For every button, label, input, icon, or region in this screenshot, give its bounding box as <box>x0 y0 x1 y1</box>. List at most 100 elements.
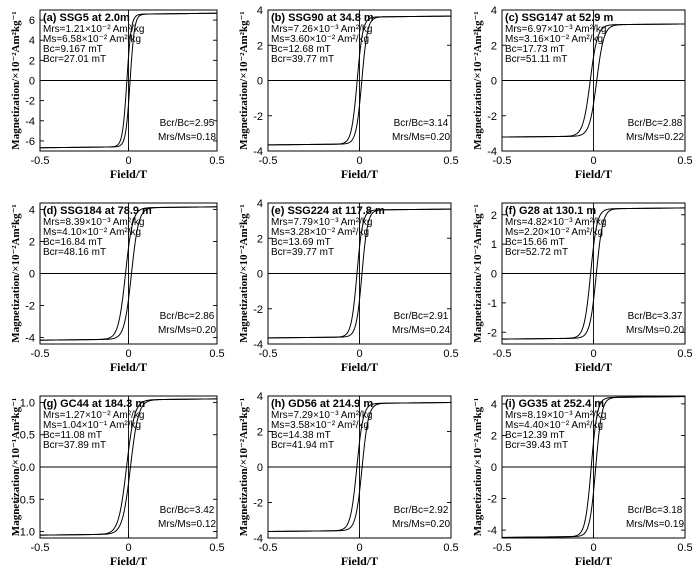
ratio-annotation: Bcr/Bc=2.92 <box>394 505 449 516</box>
param-annotation: Bc=17.73 mT <box>505 44 565 55</box>
y-tick-label: 0.0 <box>20 462 35 474</box>
ratio-annotation: Bcr/Bc=2.86 <box>160 311 215 322</box>
ascending-branch-line <box>267 15 452 146</box>
x-tick-label: 0 <box>356 155 362 167</box>
y-tick-label: 0 <box>257 462 263 474</box>
param-annotation: Mrs=1.27×10⁻² Am²/kg <box>43 410 144 421</box>
ratio-annotation: Bcr/Bc=3.18 <box>628 505 683 516</box>
x-axis-label: Field/T <box>110 554 147 568</box>
y-tick-label: -6 <box>25 136 35 148</box>
y-tick-label: 4 <box>257 198 263 210</box>
param-annotation: Bc=9.167 mT <box>43 44 103 55</box>
panel-i: 4 2 0 -2 -4 -0.5 0 0.5 Field/T Magnetization/×10⁻… <box>472 395 693 568</box>
param-annotation: Mrs=4.82×10⁻³ Am²/kg <box>505 217 606 228</box>
ratio-annotation: Bcr/Bc=2.91 <box>394 311 449 322</box>
y-tick-label: 2 <box>257 427 263 439</box>
ratio-annotation: Mrs/Ms=0.24 <box>392 325 451 336</box>
param-annotation: Bcr=39.77 mT <box>271 54 334 65</box>
y-tick-label: -4 <box>253 533 263 545</box>
y-tick-label: 2 <box>29 55 35 67</box>
param-annotation: Bc=15.66 mT <box>505 237 565 248</box>
ratio-annotation: Mrs/Ms=0.20 <box>158 325 217 336</box>
param-annotation: Ms=3.28×10⁻² Am²/kg <box>271 227 369 238</box>
x-tick-label: 0.5 <box>209 155 224 167</box>
x-tick-label: -0.5 <box>259 542 278 554</box>
param-annotation: Ms=3.60×10⁻² Am²/kg <box>271 34 369 45</box>
param-annotation: Bcr=52.72 mT <box>505 247 568 258</box>
y-axis-label: Magnetization/×10⁻²Am²kg⁻¹ <box>472 204 484 342</box>
ratio-annotation: Bcr/Bc=2.88 <box>628 118 683 129</box>
y-tick-label: 2 <box>257 40 263 52</box>
y-tick-label: -1.0 <box>16 527 35 539</box>
x-tick-label: -0.5 <box>493 348 512 360</box>
y-tick-label: 1.0 <box>20 397 35 409</box>
y-axis-label: Magnetization/×10⁻¹Am²kg⁻¹ <box>10 398 22 536</box>
y-tick-label: 1 <box>491 239 497 251</box>
y-tick-label: 2 <box>491 430 497 442</box>
y-tick-label: 4 <box>257 5 263 17</box>
panel-title: (g) GC44 at 184.3 m <box>43 398 145 410</box>
ascending-branch-line <box>267 402 452 533</box>
ratio-annotation: Mrs/Ms=0.18 <box>158 132 217 143</box>
x-tick-label: -0.5 <box>259 155 278 167</box>
param-annotation: Ms=2.20×10⁻² Am²/kg <box>505 227 603 238</box>
y-tick-label: 0 <box>29 269 35 281</box>
y-tick-label: 0 <box>29 76 35 88</box>
panel-title: (i) GG35 at 252.4 m <box>505 398 604 410</box>
x-tick-label: -0.5 <box>493 155 512 167</box>
x-tick-label: 0 <box>590 542 596 554</box>
ratio-annotation: Mrs/Ms=0.20 <box>392 519 451 530</box>
ascending-branch-line <box>39 398 218 536</box>
panel-title: (d) SSG184 at 78.9 m <box>43 205 152 217</box>
y-tick-label: 2 <box>29 236 35 248</box>
param-annotation: Mrs=1.21×10⁻² Am²/kg <box>43 24 144 35</box>
panel-title: (b) SSG90 at 34.8 m <box>271 12 374 24</box>
x-tick-label: 0.5 <box>443 155 458 167</box>
y-tick-label: 4 <box>29 35 35 47</box>
panel-h: 4 2 0 -2 -4-0.5 0 0.5 Field/T Magnetization/×10⁻… <box>238 391 459 568</box>
y-tick-label: 6 <box>29 15 35 27</box>
param-annotation: Bcr=37.89 mT <box>43 440 106 451</box>
ratio-annotation: Bcr/Bc=2.95 <box>160 118 215 129</box>
panel-title: (h) GD56 at 214.9 m <box>271 398 373 410</box>
y-tick-label: 2 <box>491 210 497 222</box>
x-tick-label: 0 <box>356 542 362 554</box>
y-axis-label: Magnetization/×10⁻²Am²kg⁻¹ <box>10 11 22 149</box>
param-annotation: Mrs=7.29×10⁻³ Am²/kg <box>271 410 372 421</box>
x-tick-label: 0 <box>125 542 131 554</box>
y-tick-label: -2 <box>25 96 35 108</box>
param-annotation: Ms=3.58×10⁻² Am²/kg <box>271 420 369 431</box>
x-tick-label: 0.5 <box>443 542 458 554</box>
ratio-annotation: Mrs/Ms=0.19 <box>626 519 685 530</box>
ascending-branch-line <box>267 208 452 339</box>
param-annotation: Bcr=39.43 mT <box>505 440 568 451</box>
x-axis-label: Field/T <box>341 167 378 181</box>
x-tick-label: 0.5 <box>677 348 692 360</box>
param-annotation: Bc=11.08 mT <box>43 430 102 441</box>
x-axis-label: Field/T <box>110 360 147 374</box>
y-tick-label: -4 <box>487 525 497 537</box>
y-tick-label: -4 <box>25 116 35 128</box>
x-tick-label: 0.5 <box>677 542 692 554</box>
y-axis-label: Magnetization/×10⁻²Am²kg⁻¹ <box>472 398 484 536</box>
y-tick-label: 0.5 <box>20 430 35 442</box>
ascending-branch-line <box>39 12 218 149</box>
y-tick-label: -1 <box>487 298 497 310</box>
y-tick-label: -4 <box>487 146 497 158</box>
panel-title: (a) SSG5 at 2.0m <box>43 12 130 24</box>
y-tick-label: 4 <box>491 399 497 411</box>
x-tick-label: 0.5 <box>209 542 224 554</box>
param-annotation: Mrs=8.39×10⁻³ Am²/kg <box>43 217 144 228</box>
ascending-branch-line <box>501 23 686 138</box>
ratio-annotation: Mrs/Ms=0.12 <box>158 519 217 530</box>
ascending-branch-line <box>502 207 685 340</box>
param-annotation: Ms=6.58×10⁻² Am²/kg <box>43 34 141 45</box>
panel-c: 4 2 0 -2 -4-0.5 0 0.5 Field/T Magnetization/×10⁻… <box>472 5 693 181</box>
y-axis-label: Magnetization/×10⁻²Am²kg⁻¹ <box>238 398 250 536</box>
ratio-annotation: Mrs/Ms=0.20 <box>392 132 451 143</box>
y-tick-label: 0 <box>491 462 497 474</box>
x-tick-label: 0 <box>590 155 596 167</box>
y-tick-label: -4 <box>25 333 35 345</box>
param-annotation: Mrs=8.19×10⁻³ Am²/kg <box>505 410 606 421</box>
